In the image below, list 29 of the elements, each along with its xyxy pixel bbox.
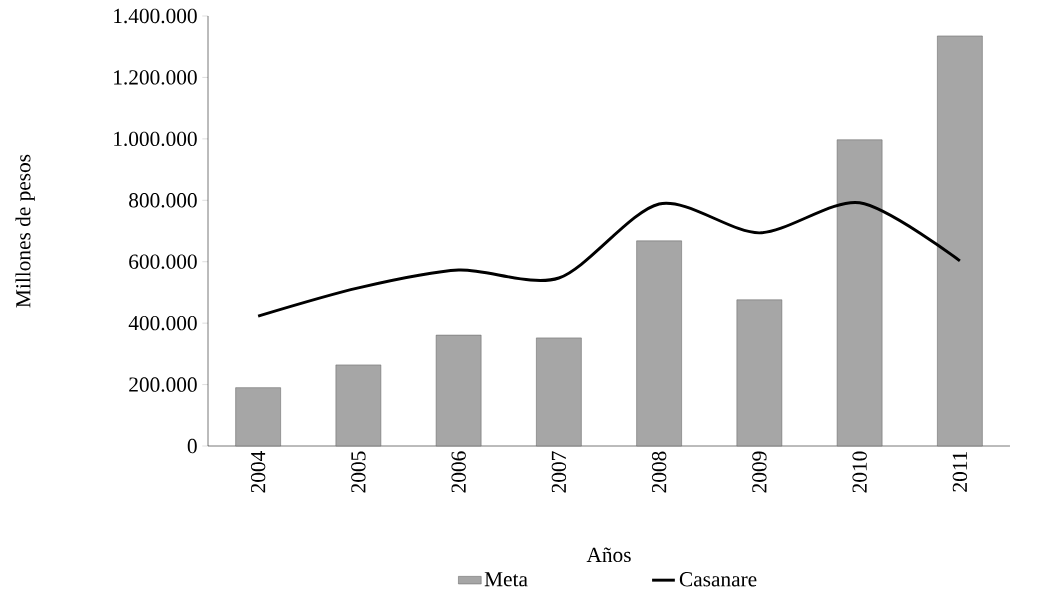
y-tick-label: 200.000 (129, 377, 197, 392)
y-tick-label: 800.000 (129, 193, 197, 208)
x-tick-label: 2008 (651, 451, 667, 493)
x-tick-label: 2004 (250, 451, 266, 493)
bar (335, 364, 382, 447)
y-tick-label: 400.000 (128, 315, 197, 331)
y-axis-title: Millones de pesos (15, 154, 35, 308)
y-tick-label: 600.000 (129, 254, 197, 269)
x-tick-label: 2011 (952, 451, 968, 492)
line-series (256, 201, 962, 318)
x-tick-label: 2007 (551, 451, 567, 493)
y-tick-label: 1.200.000 (114, 70, 197, 85)
x-tick-label: 2006 (451, 451, 466, 493)
bar (636, 240, 682, 447)
y-tick-label: 1.000.000 (114, 131, 197, 147)
y-tick-label: 0 (187, 438, 197, 454)
legend-label: Meta (484, 572, 528, 587)
bar (435, 334, 482, 447)
bar (736, 299, 783, 447)
x-tick-label: 2010 (852, 451, 867, 493)
bar (536, 337, 582, 447)
bar (836, 139, 883, 447)
y-tick-label: 1.400.000 (114, 8, 197, 24)
x-tick-label: 2009 (752, 451, 767, 493)
legend-label: Casanare (679, 572, 757, 587)
x-axis-title: Años (586, 547, 631, 563)
bar (235, 387, 281, 447)
x-tick-label: 2005 (351, 451, 366, 493)
bar (937, 35, 983, 447)
